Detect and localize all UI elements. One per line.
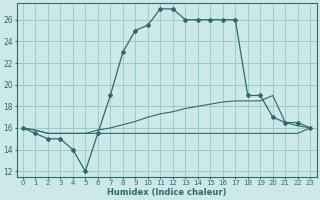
X-axis label: Humidex (Indice chaleur): Humidex (Indice chaleur): [107, 188, 226, 197]
